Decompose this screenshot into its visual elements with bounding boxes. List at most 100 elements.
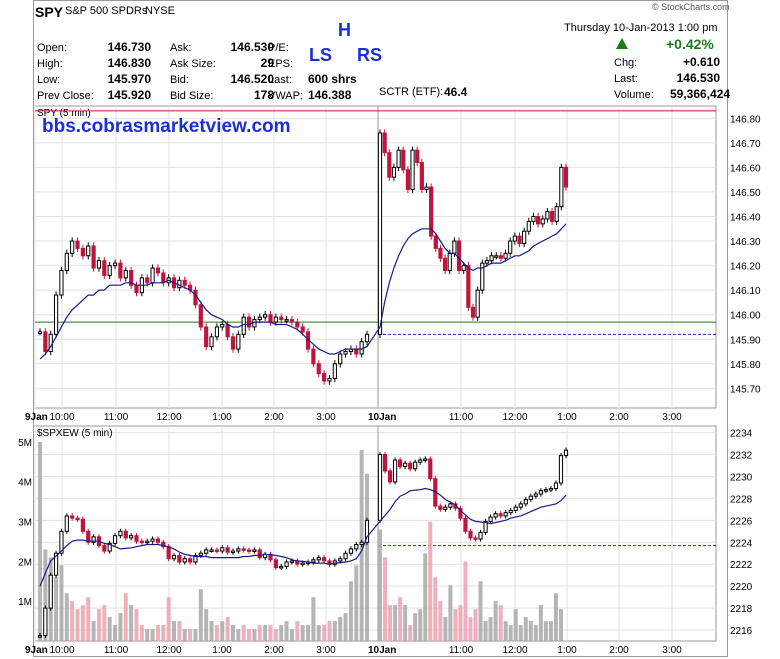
candle-body [553,482,559,490]
candle-body [214,549,220,552]
candle-body [498,255,503,259]
x-tick-label: 1:00 [212,412,232,423]
volume-tick-label: 5M [18,438,32,449]
volume-bar [91,621,96,641]
volume-bar [513,609,518,641]
volume-bar [398,597,403,641]
candle-body [230,336,236,350]
quote-value: 178 [253,88,274,102]
sctr-value: 46.4 [444,85,468,99]
volume-bar [523,617,528,641]
volume-bar [543,621,548,641]
quote-row: Last: 600 shrs [268,70,378,88]
y-tick-label: 146.40 [730,212,761,223]
volume-bar [182,629,187,641]
candle-body [59,530,64,554]
candle-body [470,306,476,318]
candle-body [526,220,531,232]
quote-label: Prev Close: [37,90,94,102]
volume-bar [209,621,214,641]
y-tick-label: 146.70 [730,139,761,150]
candle-body [428,458,433,480]
volume-bar [273,629,278,641]
volume-bar [198,589,203,641]
candle-body [112,262,118,267]
candle-body [91,536,96,543]
candle-body [166,546,171,560]
candle-body [443,257,448,272]
quote-label: Low: [37,74,61,86]
x-tick-label: 11:00 [449,645,474,656]
candle-body [64,515,69,532]
candle-body [458,507,463,519]
quote-label: Ask Size: [170,58,216,70]
x-tick-label: 10:00 [49,412,74,423]
volume-bar [443,617,448,641]
candle-body [438,505,443,510]
volume-bar [59,565,64,641]
candle-body [452,240,457,254]
quote-row: Prev Close: 145.920 [37,86,151,104]
candle-body [129,535,134,539]
candle-body [398,459,403,468]
quote-row: Volume: 59,366,424 [614,85,730,103]
head-label: H [338,20,351,40]
quote-value: 146.830 [107,56,151,70]
candle-body [429,186,434,237]
quote-label: Ask: [170,42,192,54]
volume-bar [413,613,418,641]
candle-body [209,336,214,348]
volume-bar [453,609,458,641]
candle-body [531,215,536,222]
candle-body [187,558,193,563]
volume-bar [150,629,155,641]
volume-bar [64,593,69,641]
quote-row: Last: 146.530 [614,69,720,87]
x-tick-label: 10Jan [368,645,396,656]
quote-value: 146.530 [230,40,274,54]
volume-bar [263,625,268,641]
quote-value: 146.530 [676,71,720,85]
candle-body [316,557,321,561]
candle-body [343,552,348,560]
y-tick-label: 145.80 [730,360,761,371]
volume-bar [166,597,171,641]
volume-bar [247,629,252,641]
candle-body [230,550,236,554]
left-shoulder-label: LS [309,45,333,65]
volume-bar [438,601,443,641]
candle-body [536,215,541,225]
volume-bar [388,605,393,641]
candle-body [204,326,209,348]
volume-bar [188,629,193,641]
volume-bar [503,621,508,641]
candle-body [225,324,230,338]
candle-body [129,270,134,286]
volume-bar [448,585,453,641]
site-url[interactable]: bbs.cobrasmarketview.com [42,116,291,137]
volume-bar [403,605,408,641]
volume-bar [54,577,59,641]
candle-body [523,498,528,505]
candle-body [424,186,429,190]
quote-value: 145.970 [107,72,151,86]
candle-body [438,247,443,259]
volume-bar [279,625,284,641]
candle-body [236,548,241,552]
quote-row: Low: 145.970 [37,70,151,88]
quote-row: Bid: 146.520 [170,70,274,88]
candle-body [59,270,64,296]
volume-bar [214,625,219,641]
candle-body [405,169,410,190]
y-tick-label: 146.00 [730,311,761,322]
candle-body [322,373,327,382]
candle-body [64,252,69,272]
y-tick-label: 146.10 [730,286,761,297]
candle-body [150,538,155,542]
candle-body [554,206,559,222]
candle-body [408,462,413,470]
quote-value: 146.520 [230,72,274,86]
candle-body [343,351,348,355]
candle-body [392,459,398,483]
candle-body [263,314,268,318]
